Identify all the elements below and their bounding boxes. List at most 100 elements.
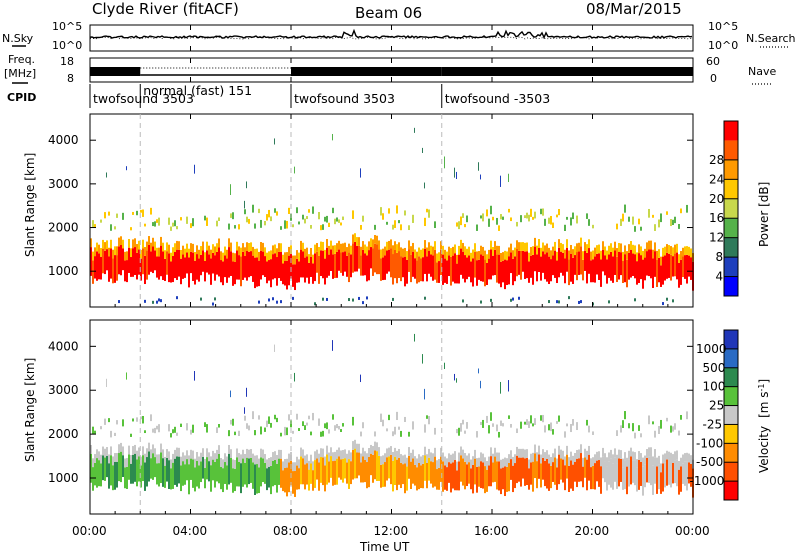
power-echo-cell xyxy=(416,251,418,261)
velocity-echo-cell xyxy=(554,457,556,485)
power-echo-cell xyxy=(576,243,578,253)
velocity-echo-cell xyxy=(494,456,496,482)
power-echo-cell xyxy=(478,251,480,260)
power-echo-cell xyxy=(324,216,326,222)
velocity-echo-cell xyxy=(458,427,460,436)
power-echo-cell xyxy=(464,224,466,228)
velocity-echo-cell xyxy=(522,448,524,458)
velocity-echo-cell xyxy=(678,460,680,470)
velocity-echo-cell xyxy=(492,423,494,427)
velocity-echo-cell xyxy=(322,457,324,486)
velocity-echo-cell xyxy=(360,462,362,483)
power-echo-cell xyxy=(566,247,568,272)
velocity-echo-cell xyxy=(596,460,598,482)
power-echo-cell xyxy=(230,213,232,218)
power-echo-cell xyxy=(298,261,300,283)
power-echo-cell xyxy=(172,247,174,256)
power-echo-cell xyxy=(648,208,650,218)
power-echo-cell xyxy=(122,248,124,271)
velocity-echo-cell xyxy=(218,424,220,428)
velocity-echo-cell xyxy=(448,462,450,483)
velocity-echo-cell xyxy=(286,458,288,468)
power-echo-cell xyxy=(210,258,212,285)
power-echo-cell xyxy=(310,256,312,277)
power-echo-cell xyxy=(666,244,668,253)
power-echo-cell xyxy=(518,250,520,275)
power-echo-cell xyxy=(504,259,506,290)
velocity-echo-cell xyxy=(196,460,198,487)
power-echo-cell xyxy=(174,220,176,227)
velocity-echo-cell xyxy=(618,449,620,459)
power-echo-cell xyxy=(548,217,550,224)
velocity-echo-cell xyxy=(636,467,638,492)
velocity-echo-cell xyxy=(136,450,138,460)
power-echo-cell xyxy=(374,224,376,230)
power-echo-cell xyxy=(542,242,544,252)
date-title: 08/Mar/2015 xyxy=(586,0,682,18)
velocity-echo-cell xyxy=(216,458,218,482)
power-echo-cell xyxy=(482,246,484,256)
power-echo-cell xyxy=(486,209,488,217)
velocity-echo-cell xyxy=(660,463,662,473)
velocity-echo-cell xyxy=(534,444,536,454)
velocity-echo-cell xyxy=(390,446,392,455)
power-echo-cell xyxy=(574,246,576,256)
velocity-echo-cell xyxy=(126,466,128,489)
velocity-echo-cell xyxy=(674,460,676,484)
velocity-echo-cell xyxy=(658,464,660,490)
velocity-echo-cell xyxy=(662,463,664,492)
velocity-echo-cell xyxy=(202,448,204,458)
power-echo-cell xyxy=(286,252,288,261)
velocity-echo-cell xyxy=(686,452,688,462)
velocity-echo-cell xyxy=(340,459,342,480)
power-echo-cell xyxy=(232,252,234,262)
power-echo-cell xyxy=(560,242,562,252)
velocity-echo-cell xyxy=(516,455,518,484)
power-echo-cell xyxy=(650,249,652,279)
velocity-echo-cell xyxy=(432,462,434,488)
power-echo-cell xyxy=(230,184,231,196)
power-echo-cell xyxy=(298,252,300,262)
power-echo-cell xyxy=(370,247,372,269)
velocity-echo-cell xyxy=(208,452,210,462)
power-echo-cell xyxy=(352,243,354,273)
velocity-echo-cell xyxy=(516,428,518,434)
velocity-echo-cell xyxy=(232,468,234,493)
power-echo-cell xyxy=(538,247,540,273)
power-echo-cell xyxy=(482,213,484,222)
power-echo-cell xyxy=(166,242,168,252)
velocity-echo-cell xyxy=(194,458,196,468)
power-bar-tick-label: 12 xyxy=(709,231,724,245)
velocity-echo-cell xyxy=(590,467,592,490)
power-echo-cell xyxy=(536,245,538,255)
velocity-echo-cell xyxy=(142,446,144,456)
power-echo-cell xyxy=(116,213,118,218)
power-echo-cell xyxy=(630,249,632,278)
velocity-echo-cell xyxy=(380,464,382,488)
velocity-bar-swatch xyxy=(724,424,738,444)
velocity-echo-cell xyxy=(512,465,514,493)
power-echo-cell xyxy=(278,251,280,279)
velocity-echo-cell xyxy=(682,454,684,464)
power-echo-cell xyxy=(648,240,650,250)
power-bar-swatch xyxy=(724,237,738,258)
velocity-echo-cell xyxy=(310,431,312,436)
power-echo-cell xyxy=(278,243,280,252)
power-echo-cell xyxy=(220,260,222,283)
power-echo-cell xyxy=(306,216,308,220)
power-echo-cell xyxy=(322,241,324,251)
power-echo-cell xyxy=(570,217,572,226)
power-echo-cell xyxy=(382,257,384,281)
velocity-echo-cell xyxy=(584,457,586,478)
power-echo-cell xyxy=(512,297,514,301)
velocity-echo-cell xyxy=(308,469,310,491)
velocity-echo-cell xyxy=(622,420,624,428)
velocity-echo-cell xyxy=(166,457,168,482)
velocity-echo-cell xyxy=(536,452,538,462)
velocity-echo-cell xyxy=(626,457,628,467)
velocity-echo-cell xyxy=(324,465,326,492)
power-echo-cell xyxy=(346,247,348,256)
power-echo-cell xyxy=(596,245,598,254)
power-echo-cell xyxy=(386,221,388,225)
